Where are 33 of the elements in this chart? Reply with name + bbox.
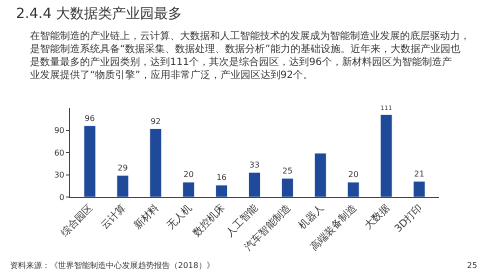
y-tick-label: 60 [54, 148, 64, 158]
y-tick-label: 30 [54, 170, 64, 180]
data-label: 25 [282, 166, 293, 176]
text: 资料来源：《世界智能制造中心发展趋势报告（2018）》 [10, 261, 214, 270]
bar [281, 178, 294, 197]
chart-subtitle: 在智能制造的产业链上，云计算、大数据和人工智能技术的发展成为智能制造业发展的底层驱动力，是智能制造系统具备“数据采集、数据处理、数据分析”能力的基础设施。近年来，大数据产业园也是数量最多的产业园类别，达到111个，其次是综合园区，达到96个，新材料园区为智能制造产业发展提供了“物质引擎”，应用非常广泛，产业园区达到92个。 [30, 30, 470, 81]
bar [216, 184, 228, 197]
bar [84, 126, 96, 197]
bar [380, 114, 392, 197]
bar [347, 182, 360, 197]
bar [248, 172, 261, 197]
data-label: 92 [150, 116, 161, 126]
y-tick-label: 90 [54, 126, 64, 136]
chart-title: 2.4.4 大数据类产业园最多 [16, 6, 182, 22]
x-tick-label: 大数据 [362, 202, 392, 232]
y-tick-label: 0 [59, 192, 64, 202]
data-label: 20 [184, 170, 194, 180]
x-tick-label: 综合园区 [58, 202, 96, 239]
data-label: 16 [216, 173, 227, 182]
data-label: 20 [348, 170, 358, 180]
bar [150, 128, 162, 197]
bar [314, 152, 326, 197]
x-tick-label: 3D打印 [392, 202, 425, 235]
bar [413, 181, 426, 197]
data-label: 29 [118, 163, 128, 172]
text: 25 [467, 261, 478, 270]
bar [182, 182, 195, 197]
bar [116, 175, 129, 197]
x-tick-label: 新材料 [132, 202, 162, 232]
x-tick-label: 云计算 [98, 202, 128, 232]
data-label: 21 [414, 169, 424, 178]
data-label: 33 [249, 160, 260, 170]
data-label: 96 [84, 114, 95, 123]
